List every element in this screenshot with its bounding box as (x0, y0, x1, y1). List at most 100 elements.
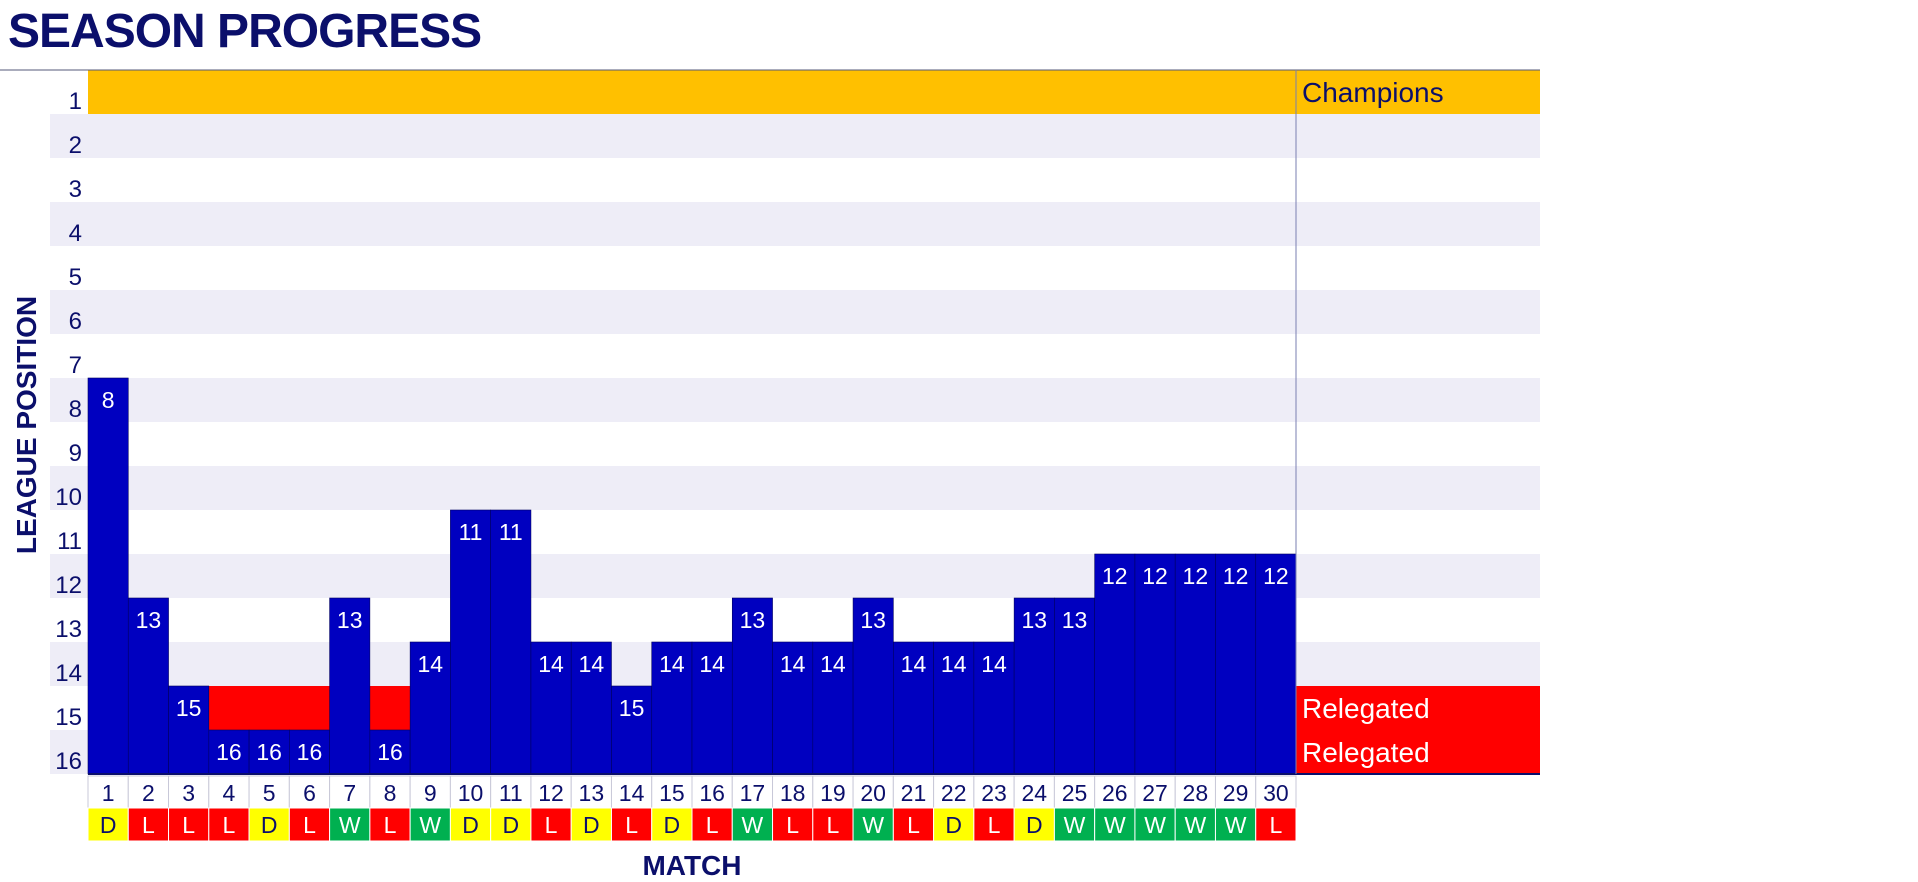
result-cell-10 (449, 807, 492, 842)
match-cell-28 (1174, 775, 1216, 809)
bar-match-19 (812, 641, 854, 775)
match-number-row: 1 2 3 4 5 6 7 8 9 10 11 12 13 14 15 16 17 18 19 20 21 22 23 24 2… (87, 775, 1297, 809)
row-band-8 (50, 378, 1540, 422)
bar-label-6: 16 (297, 739, 323, 765)
match-number-10: 10 (458, 780, 484, 806)
bar-labels: 8 13 15 16 16 16 13 16 14 11 11 14 14 15 14 14 13 14 14 13 1… (102, 387, 1289, 765)
match-number-18: 18 (780, 780, 806, 806)
y-tick-2: 2 (69, 132, 82, 159)
bar-label-20: 13 (860, 607, 886, 633)
result-13: D (583, 812, 600, 838)
bar-match-3 (168, 685, 210, 775)
match-number-21: 21 (901, 780, 927, 806)
match-number-13: 13 (579, 780, 605, 806)
bar-match-28 (1174, 553, 1216, 775)
match-number-9: 9 (424, 780, 437, 806)
y-tick-12: 12 (55, 572, 82, 599)
bar-label-5: 16 (256, 739, 282, 765)
match-number-6: 6 (303, 780, 316, 806)
y-tick-3: 3 (69, 176, 82, 203)
bar-label-24: 13 (1021, 607, 1047, 633)
bar-label-29: 12 (1223, 563, 1249, 589)
result-11: D (502, 812, 519, 838)
y-tick-5: 5 (69, 264, 82, 291)
y-tick-4: 4 (69, 220, 82, 247)
match-cell-25 (1053, 775, 1096, 809)
result-cell-1 (87, 807, 129, 842)
bar-label-13: 14 (579, 651, 605, 677)
result-2: L (142, 812, 155, 838)
row-band-6 (50, 290, 1540, 334)
bar-match-13 (570, 641, 612, 775)
bar-label-16: 14 (699, 651, 725, 677)
match-cell-14 (610, 775, 653, 809)
result-1: D (100, 812, 117, 838)
y-tick-15: 15 (55, 704, 82, 731)
result-25: W (1064, 812, 1086, 838)
bar-match-2 (127, 597, 169, 775)
bar-match-30 (1255, 553, 1297, 775)
y-tick-11: 11 (57, 528, 82, 555)
bar-label-7: 13 (337, 607, 363, 633)
result-30: L (1269, 812, 1282, 838)
result-8: L (384, 812, 397, 838)
y-axis-title: LEAGUE POSITION (11, 296, 42, 554)
bar-match-22 (933, 641, 975, 775)
result-cell-11 (490, 807, 532, 842)
bar-label-12: 14 (538, 651, 564, 677)
y-tick-1: 1 (69, 88, 82, 115)
bar-match-14 (611, 685, 653, 775)
y-tick-8: 8 (69, 396, 82, 423)
match-number-27: 27 (1142, 780, 1168, 806)
bar-label-10: 11 (459, 519, 483, 545)
match-number-29: 29 (1223, 780, 1249, 806)
match-number-23: 23 (981, 780, 1007, 806)
bar-match-6 (289, 729, 330, 775)
match-cell-1 (87, 775, 129, 809)
result-16: L (706, 812, 719, 838)
result-cell-4 (208, 807, 250, 842)
row-band-12 (50, 554, 1540, 598)
zone-labels: Champions Relegated Relegated (1302, 77, 1444, 768)
result-cell-7 (329, 807, 371, 842)
match-number-24: 24 (1021, 780, 1047, 806)
bar-match-24 (1013, 597, 1055, 775)
zone-label-15: Relegated (1302, 693, 1430, 724)
y-tick-7: 7 (69, 352, 82, 379)
match-cell-20 (852, 775, 894, 809)
result-18: L (786, 812, 799, 838)
match-number-17: 17 (740, 780, 766, 806)
y-tick-13: 13 (55, 616, 82, 643)
match-cell-7 (329, 775, 371, 809)
bar-match-12 (530, 641, 572, 775)
match-cell-23 (973, 775, 1015, 809)
result-17: W (742, 812, 764, 838)
match-cell-2 (127, 775, 170, 809)
bar-label-23: 14 (981, 651, 1007, 677)
y-tick-10: 10 (55, 484, 82, 511)
result-cell-13 (570, 807, 612, 842)
result-28: W (1184, 812, 1206, 838)
match-cell-27 (1134, 775, 1176, 809)
match-number-12: 12 (538, 780, 564, 806)
result-7: W (339, 812, 361, 838)
zone-label-16: Relegated (1302, 737, 1430, 768)
result-cell-21 (892, 807, 935, 842)
result-cell-25 (1053, 807, 1096, 842)
result-cell-3 (168, 807, 210, 842)
bar-label-15: 14 (659, 651, 685, 677)
match-number-2: 2 (142, 780, 155, 806)
bar-label-30: 12 (1263, 563, 1289, 589)
bar-match-15 (651, 641, 693, 775)
result-cell-23 (973, 807, 1015, 842)
match-cell-15 (651, 775, 693, 809)
y-tick-6: 6 (69, 308, 82, 335)
match-number-16: 16 (699, 780, 725, 806)
position-bars (87, 377, 1297, 775)
bar-label-11: 11 (499, 519, 523, 545)
result-5: D (261, 812, 278, 838)
match-number-26: 26 (1102, 780, 1128, 806)
result-cell-12 (530, 807, 572, 842)
result-cell-8 (369, 807, 411, 842)
